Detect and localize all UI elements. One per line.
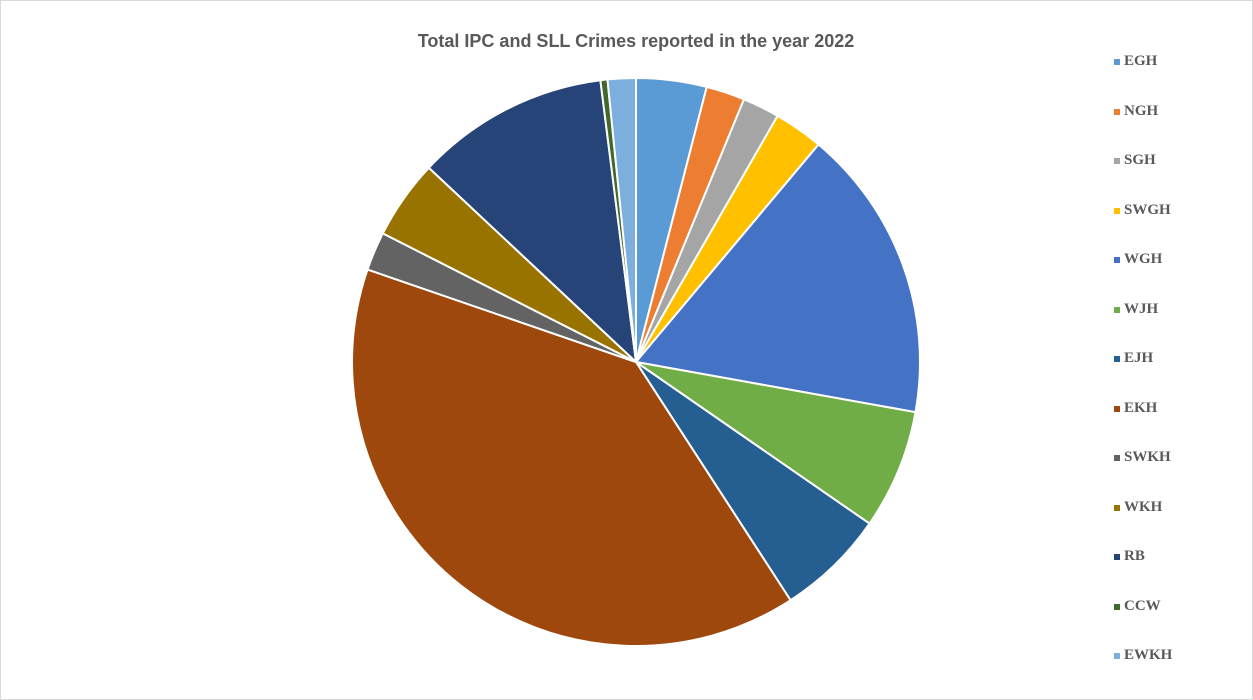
legend-item-wgh: WGH [1114,251,1172,301]
legend-item-ewkh: EWKH [1114,647,1172,697]
legend-item-egh: EGH [1114,53,1172,103]
legend-swatch [1114,604,1120,610]
legend-label: WJH [1124,301,1158,318]
legend-item-ngh: NGH [1114,103,1172,153]
legend-item-sgh: SGH [1114,152,1172,202]
legend-item-wjh: WJH [1114,301,1172,351]
legend-swatch [1114,554,1120,560]
legend-swatch [1114,109,1120,115]
legend-item-ekh: EKH [1114,400,1172,450]
legend-item-swkh: SWKH [1114,449,1172,499]
legend-label: EJH [1124,350,1153,367]
legend-swatch [1114,158,1120,164]
legend-label: SGH [1124,152,1156,169]
legend-item-ejh: EJH [1114,350,1172,400]
legend-swatch [1114,307,1120,313]
legend-item-wkh: WKH [1114,499,1172,549]
legend-item-rb: RB [1114,548,1172,598]
legend-swatch [1114,406,1120,412]
legend-swatch [1114,208,1120,214]
legend-label: EWKH [1124,647,1172,664]
legend-label: EKH [1124,400,1157,417]
legend-swatch [1114,455,1120,461]
legend: EGH NGH SGH SWGH WGH WJH EJH EKH SWKH WKH RB CCW EWK… [1114,53,1172,697]
legend-label: WKH [1124,499,1162,516]
legend-label: SWGH [1124,202,1171,219]
legend-label: EGH [1124,53,1157,70]
legend-swatch [1114,356,1120,362]
legend-label: CCW [1124,598,1161,615]
legend-label: WGH [1124,251,1162,268]
legend-swatch [1114,653,1120,659]
legend-label: SWKH [1124,449,1171,466]
legend-swatch [1114,59,1120,65]
legend-label: NGH [1124,103,1158,120]
legend-label: RB [1124,548,1145,565]
legend-item-swgh: SWGH [1114,202,1172,252]
legend-item-ccw: CCW [1114,598,1172,648]
legend-swatch [1114,505,1120,511]
legend-swatch [1114,257,1120,263]
